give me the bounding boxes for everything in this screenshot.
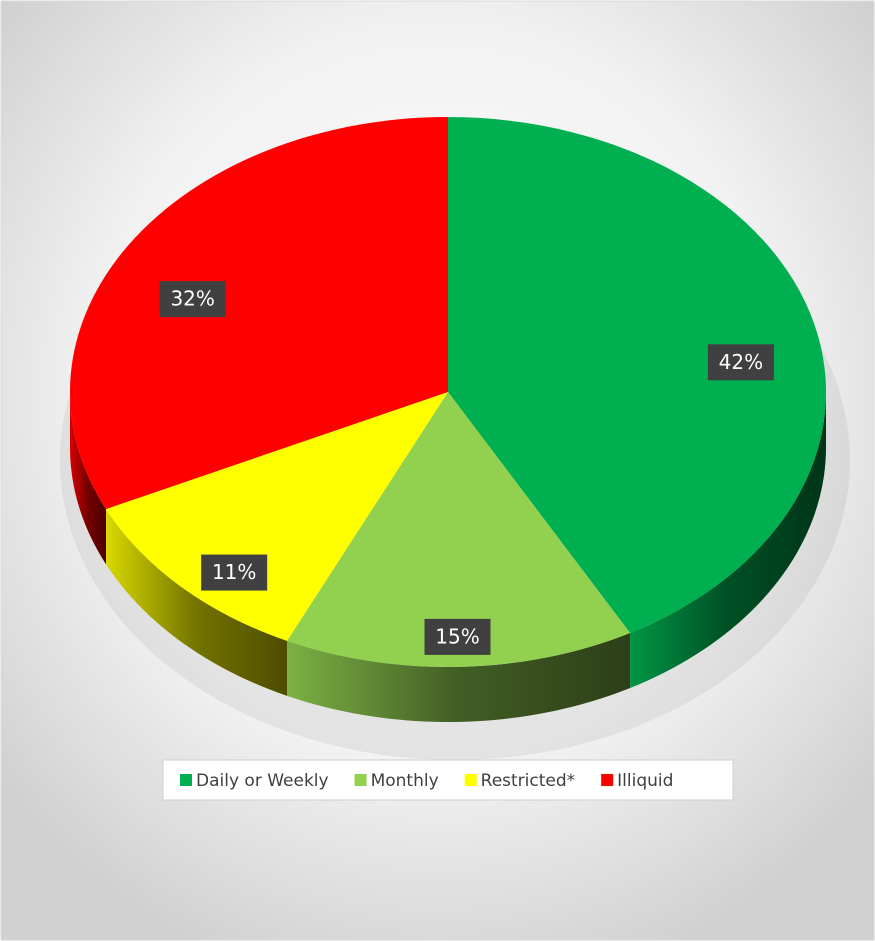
data-label: 11% [201,554,268,591]
slice-side-shade [630,392,826,688]
legend-swatch [601,774,614,786]
pie-slice [69,117,449,510]
data-label: 32% [159,281,226,318]
legend-label: Monthly [371,771,439,791]
pie-slice [287,392,631,668]
data-label-box [201,554,268,591]
legend-swatch [354,774,367,786]
data-label: 42% [707,344,774,381]
legend-box [162,759,734,801]
data-label-box [424,618,491,655]
slice-side-shade [287,632,631,722]
data-label-text: 42% [719,350,763,374]
legend-swatch [464,774,477,786]
pie-slice [448,117,826,633]
slice-side-shade [70,392,106,565]
legend-swatch [180,774,192,786]
data-label-text: 15% [435,624,479,648]
data-label-box [707,344,774,381]
legend-label: Daily or Weekly [196,771,329,791]
data-label: 15% [424,618,491,655]
legend-label: Illiquid [617,771,673,791]
slice-side-shade [105,509,288,696]
legend-label: Restricted* [481,771,576,791]
data-label-text: 32% [170,287,214,311]
data-label-box [159,281,226,318]
data-label-text: 11% [212,560,256,584]
pie-slice [105,392,448,641]
